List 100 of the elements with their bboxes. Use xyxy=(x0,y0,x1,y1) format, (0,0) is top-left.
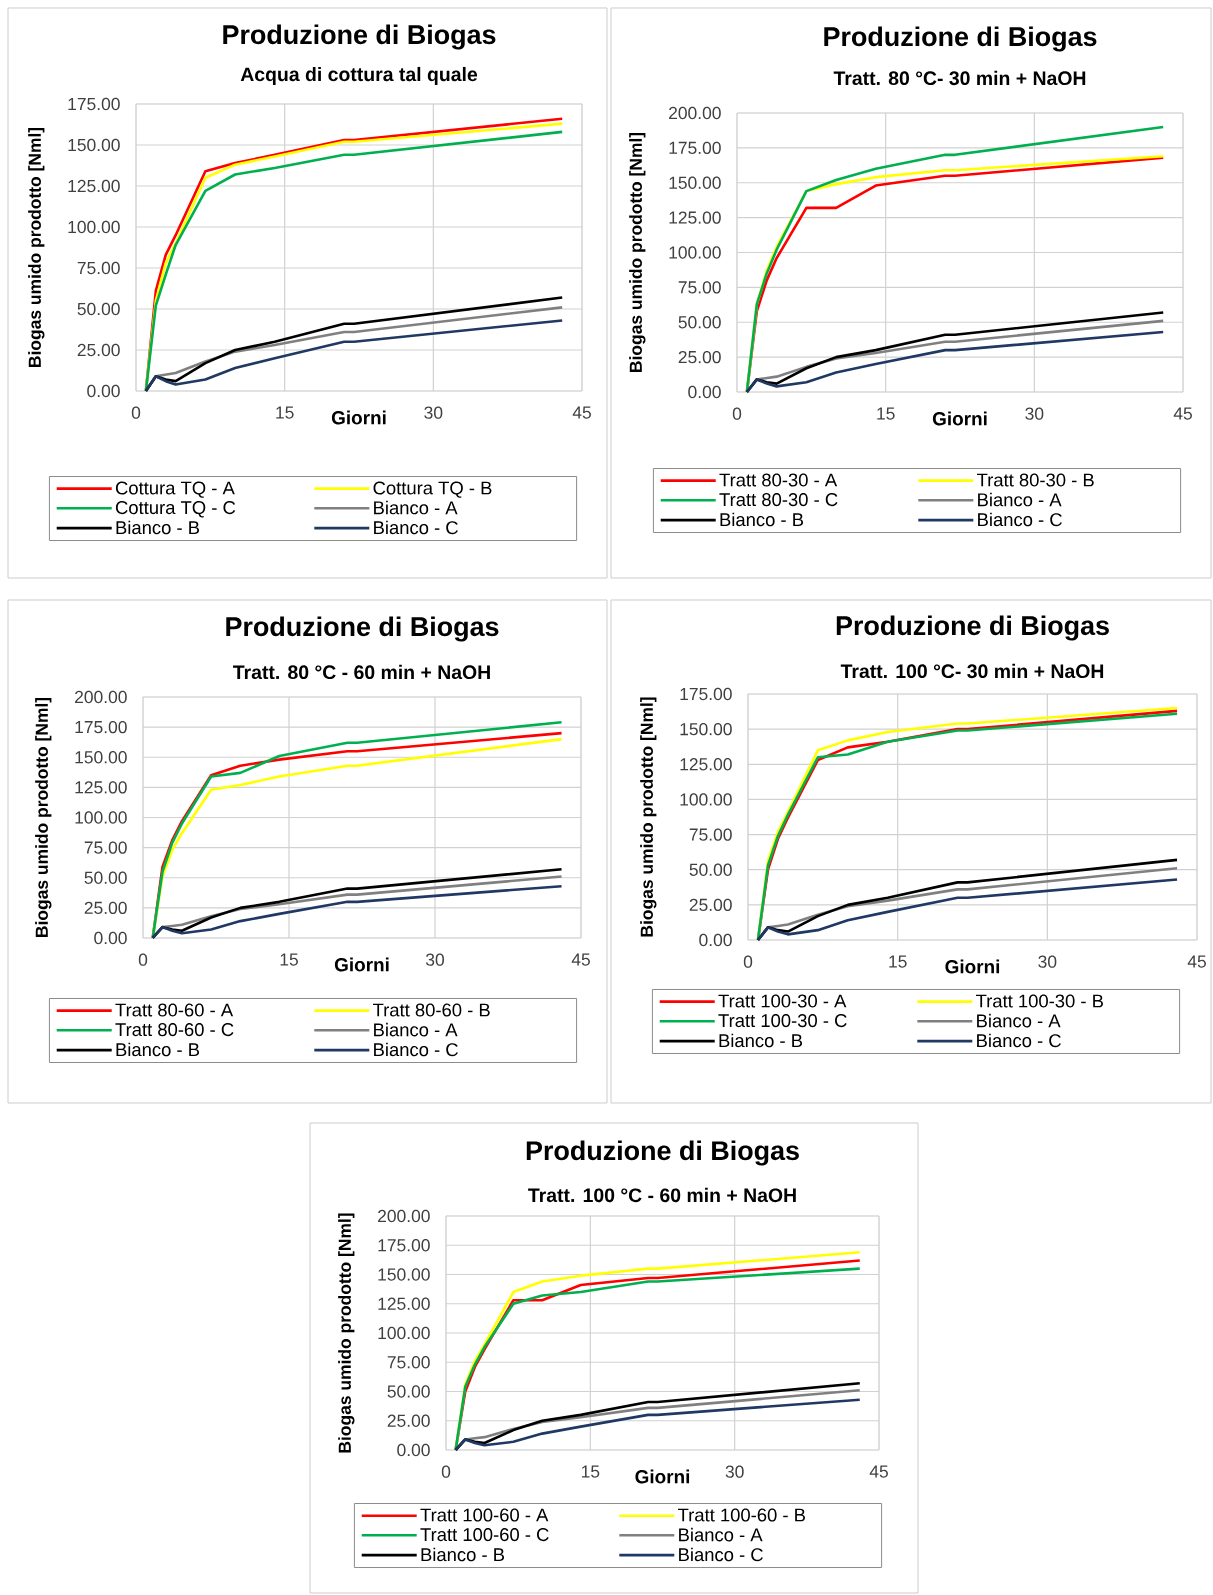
x-tick-label: 15 xyxy=(889,955,907,968)
legend-label: Tratt 80-30 - B xyxy=(977,473,1094,487)
y-tick-label: 200.00 xyxy=(669,106,721,120)
x-tick-label: 45 xyxy=(869,1465,888,1478)
legend-label: Bianco - C xyxy=(679,1547,763,1562)
legend-label: Bianco - B xyxy=(116,520,200,535)
x-tick-label: 0 xyxy=(743,955,753,968)
y-tick-label: 25.00 xyxy=(387,1414,430,1427)
x-axis-title: Giorni xyxy=(932,411,987,426)
chart-title: Produzione di Biogas xyxy=(824,26,1097,52)
y-tick-label: 125.00 xyxy=(68,179,120,193)
y-tick-label: 100.00 xyxy=(680,793,732,806)
legend-label: Bianco - B xyxy=(720,512,804,527)
legend-label: Tratt 80-60 - A xyxy=(115,1003,234,1017)
x-axis-title: Giorni xyxy=(331,410,386,425)
x-tick-label: 30 xyxy=(1038,955,1057,968)
legend-label: Tratt 100-30 - C xyxy=(718,1014,847,1028)
y-tick-label: 75.00 xyxy=(689,828,732,841)
y-tick-label: 50.00 xyxy=(387,1385,430,1398)
y-tick-label: 100.00 xyxy=(68,220,120,234)
legend-label: Cottura TQ - C xyxy=(115,501,236,518)
y-tick-label: 150.00 xyxy=(378,1268,430,1281)
chart-subtitle: Acqua di cottura tal quale xyxy=(240,66,478,86)
y-tick-label: 0.00 xyxy=(397,1443,430,1457)
y-tick-label: 150.00 xyxy=(680,722,732,736)
y-tick-label: 100.00 xyxy=(75,811,127,824)
y-axis-title: Biogas umido prodotto [Nml] xyxy=(640,697,657,937)
y-tick-label: 25.00 xyxy=(77,343,120,357)
y-tick-label: 125.00 xyxy=(669,211,721,224)
x-axis-title: Giorni xyxy=(635,1469,690,1484)
legend-label: Bianco - C xyxy=(978,512,1062,527)
y-axis-title: Biogas umido prodotto [Nml] xyxy=(629,132,646,372)
x-tick-label: 0 xyxy=(138,953,148,966)
x-tick-label: 15 xyxy=(877,407,895,420)
y-tick-label: 25.00 xyxy=(689,898,732,912)
y-tick-label: 175.00 xyxy=(680,687,732,701)
x-tick-label: 30 xyxy=(425,953,445,966)
y-tick-label: 75.00 xyxy=(678,281,721,294)
y-tick-label: 50.00 xyxy=(77,302,120,316)
x-axis-title: Giorni xyxy=(334,957,389,972)
y-tick-label: 0.00 xyxy=(688,385,721,399)
legend-label: Bianco - C xyxy=(374,520,458,535)
y-tick-label: 125.00 xyxy=(378,1297,430,1310)
y-tick-label: 175.00 xyxy=(669,141,721,155)
x-tick-label: 45 xyxy=(1173,407,1192,420)
y-tick-label: 150.00 xyxy=(75,751,127,764)
y-tick-label: 175.00 xyxy=(378,1239,430,1252)
legend-label: Tratt 80-60 - C xyxy=(115,1023,234,1037)
y-tick-label: 75.00 xyxy=(84,841,127,854)
y-tick-label: 50.00 xyxy=(678,316,721,329)
legend-label: Bianco - A xyxy=(977,1013,1061,1028)
x-tick-label: 30 xyxy=(424,406,443,419)
chart-subtitle: Tratt. 100 °C - 60 min + NaOH xyxy=(528,1187,796,1203)
legend-label: Tratt 80-30 - C xyxy=(719,493,838,507)
legend-label: Tratt 100-60 - C xyxy=(420,1528,549,1542)
legend-label: Bianco - A xyxy=(978,492,1062,507)
y-tick-label: 50.00 xyxy=(84,871,127,884)
legend-label: Bianco - B xyxy=(421,1547,505,1562)
y-tick-label: 0.00 xyxy=(87,384,120,398)
x-tick-label: 15 xyxy=(280,953,298,966)
y-axis-title: Biogas umido prodotto [Nml] xyxy=(28,127,45,367)
legend-label: Tratt 100-30 - A xyxy=(718,994,847,1008)
legend-label: Bianco - B xyxy=(116,1042,200,1057)
chart-subtitle: Tratt. 80 °C - 60 min + NaOH xyxy=(233,664,490,680)
chart-subtitle: Tratt. 100 °C- 30 min + NaOH xyxy=(840,663,1104,679)
legend-label: Tratt 80-60 - B xyxy=(373,1003,490,1017)
chart-title: Produzione di Biogas xyxy=(836,615,1109,641)
x-tick-label: 15 xyxy=(276,406,294,419)
x-tick-label: 30 xyxy=(1025,407,1044,420)
legend-label: Tratt 100-60 - B xyxy=(678,1508,805,1522)
x-tick-label: 45 xyxy=(571,953,590,966)
y-tick-label: 0.00 xyxy=(94,931,127,945)
x-tick-label: 45 xyxy=(572,406,591,419)
y-tick-label: 75.00 xyxy=(77,261,120,275)
legend-label: Bianco - C xyxy=(977,1033,1061,1048)
y-tick-label: 200.00 xyxy=(378,1209,430,1223)
x-tick-label: 0 xyxy=(131,406,141,419)
legend-label: Tratt 100-60 - A xyxy=(420,1508,549,1522)
x-tick-label: 0 xyxy=(732,407,742,420)
chart-subtitle: Tratt. 80 °C- 30 min + NaOH xyxy=(833,70,1086,86)
y-axis-title: Biogas umido prodotto [Nml] xyxy=(35,697,52,937)
y-tick-label: 150.00 xyxy=(68,138,120,152)
chart-title: Produzione di Biogas xyxy=(526,1140,799,1166)
y-tick-label: 50.00 xyxy=(689,863,732,876)
x-tick-label: 0 xyxy=(441,1465,451,1478)
legend-label: Cottura TQ - B xyxy=(373,481,492,498)
x-axis-title: Giorni xyxy=(945,959,1000,974)
x-tick-label: 15 xyxy=(581,1465,600,1478)
y-tick-label: 200.00 xyxy=(75,690,127,704)
legend-label: Bianco - A xyxy=(374,1022,458,1037)
y-tick-label: 100.00 xyxy=(378,1326,430,1340)
y-tick-label: 25.00 xyxy=(678,350,721,364)
y-axis-title: Biogas umido prodotto [Nml] xyxy=(338,1213,355,1453)
y-tick-label: 0.00 xyxy=(699,933,732,947)
x-tick-label: 30 xyxy=(725,1465,744,1478)
y-tick-label: 175.00 xyxy=(75,720,127,734)
y-tick-label: 100.00 xyxy=(669,246,721,259)
y-tick-label: 125.00 xyxy=(680,758,732,771)
y-tick-label: 175.00 xyxy=(68,97,120,111)
legend-label: Tratt 80-30 - A xyxy=(719,473,838,487)
